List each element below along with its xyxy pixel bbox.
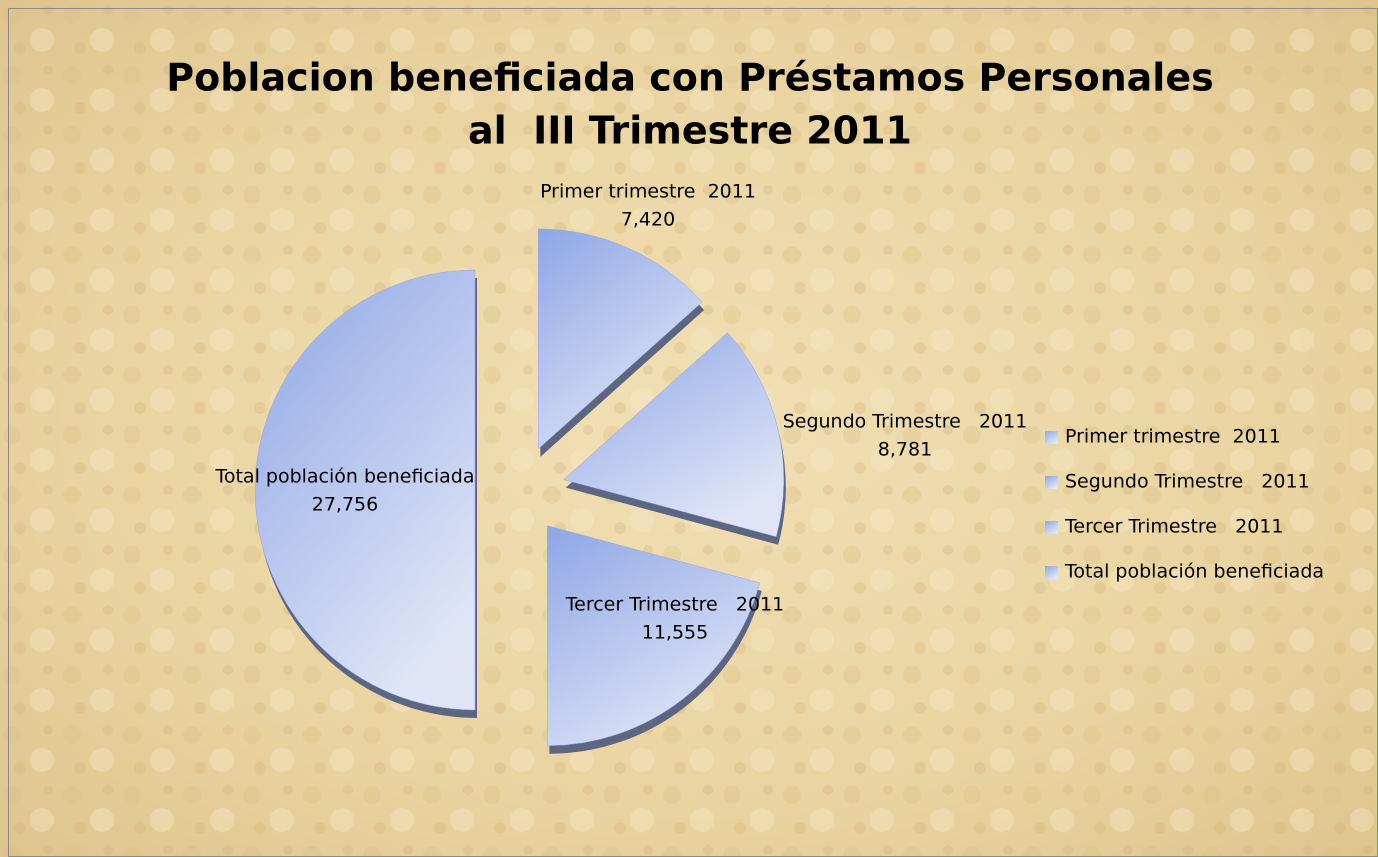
- chart-title: Poblacion beneficiada con Préstamos Pers…: [166, 56, 1213, 100]
- data-label-name: Total población beneficiada: [214, 466, 474, 488]
- data-label-name: Primer trimestre 2011: [540, 181, 756, 203]
- legend-label: Tercer Trimestre 2011: [1064, 516, 1283, 538]
- slice: [547, 525, 761, 746]
- data-label-name: Segundo Trimestre 2011: [783, 411, 1028, 433]
- legend-swatch: [1045, 476, 1058, 489]
- data-label: 27,756: [312, 494, 378, 516]
- chart-title: al III Trimestre 2011: [468, 109, 912, 153]
- legend-swatch: [1045, 566, 1058, 579]
- slice: [254, 269, 476, 711]
- data-label: 7,420: [621, 209, 675, 231]
- slice: [563, 332, 785, 538]
- slice: [538, 228, 703, 450]
- legend-swatch: [1045, 431, 1058, 444]
- legend-swatch: [1045, 521, 1058, 534]
- data-label-name: Tercer Trimestre 2011: [565, 594, 784, 616]
- legend-label: Segundo Trimestre 2011: [1065, 471, 1310, 493]
- legend-label: Total población beneficiada: [1064, 561, 1324, 583]
- data-label: 8,781: [878, 439, 932, 461]
- data-label: 11,555: [642, 622, 708, 644]
- legend-label: Primer trimestre 2011: [1065, 426, 1281, 448]
